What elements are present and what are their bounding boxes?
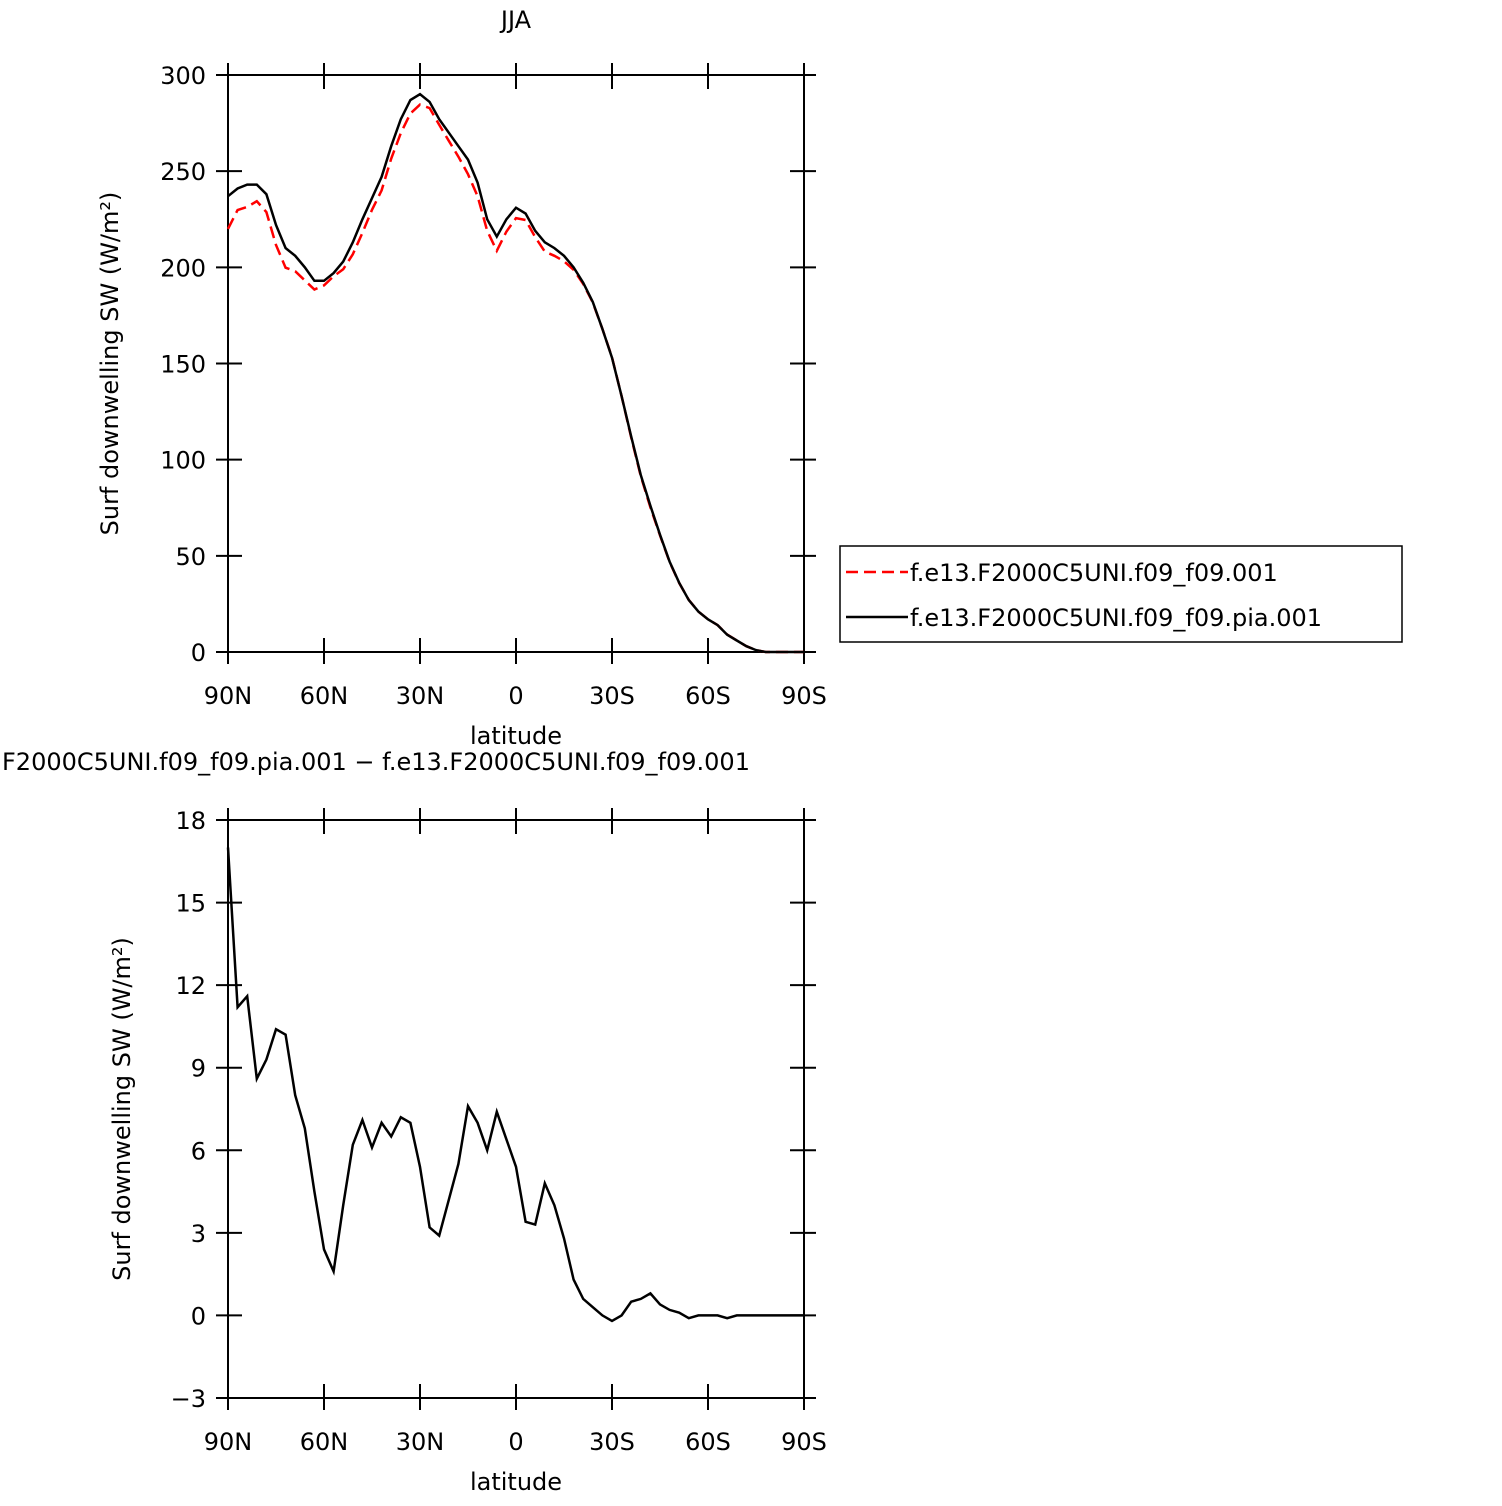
y-tick-label: 3: [191, 1220, 206, 1248]
x-tick-label: 0: [508, 682, 523, 710]
chart-title: F2000C5UNI.f09_f09.pia.001 − f.e13.F2000…: [2, 748, 750, 776]
x-tick-label: 60S: [685, 682, 731, 710]
x-axis-label: latitude: [470, 722, 562, 750]
series-line: [226, 847, 804, 1323]
y-tick-label: 15: [175, 890, 206, 918]
chart-title: JJA: [499, 6, 532, 34]
x-tick-label: 60N: [300, 1428, 349, 1456]
y-axis-label: Surf downwelling SW (W/m²): [108, 937, 136, 1281]
x-tick-label: 30N: [396, 682, 445, 710]
x-tick-label: 90N: [204, 1428, 253, 1456]
x-tick-label: 30S: [589, 682, 635, 710]
series-line: [226, 103, 804, 654]
x-tick-label: 90S: [781, 682, 827, 710]
y-tick-label: −3: [171, 1385, 206, 1413]
y-tick-label: 250: [160, 158, 206, 186]
x-axis-label: latitude: [470, 1468, 562, 1496]
x-tick-label: 30S: [589, 1428, 635, 1456]
x-tick-label: 90N: [204, 682, 253, 710]
x-tick-label: 60S: [685, 1428, 731, 1456]
y-tick-label: 12: [175, 972, 206, 1000]
y-axis-label: Surf downwelling SW (W/m²): [96, 192, 124, 536]
plot-frame: [227, 819, 805, 1399]
x-tick-label: 90S: [781, 1428, 827, 1456]
y-tick-label: 0: [191, 639, 206, 667]
plot-frame: [227, 74, 805, 653]
y-tick-label: 50: [175, 543, 206, 571]
y-tick-label: 6: [191, 1137, 206, 1165]
y-tick-label: 300: [160, 62, 206, 90]
y-tick-label: 100: [160, 447, 206, 475]
y-tick-label: 0: [191, 1302, 206, 1330]
legend-label: f.e13.F2000C5UNI.f09_f09.001: [910, 559, 1278, 587]
y-tick-label: 200: [160, 254, 206, 282]
x-tick-label: 30N: [396, 1428, 445, 1456]
series-line: [227, 92, 804, 654]
legend-box: [839, 545, 1403, 643]
x-tick-label: 0: [508, 1428, 523, 1456]
y-tick-label: 9: [191, 1055, 206, 1083]
legend-label: f.e13.F2000C5UNI.f09_f09.pia.001: [910, 604, 1322, 632]
y-tick-label: 150: [160, 351, 206, 379]
x-tick-label: 60N: [300, 682, 349, 710]
y-tick-label: 18: [175, 807, 206, 835]
